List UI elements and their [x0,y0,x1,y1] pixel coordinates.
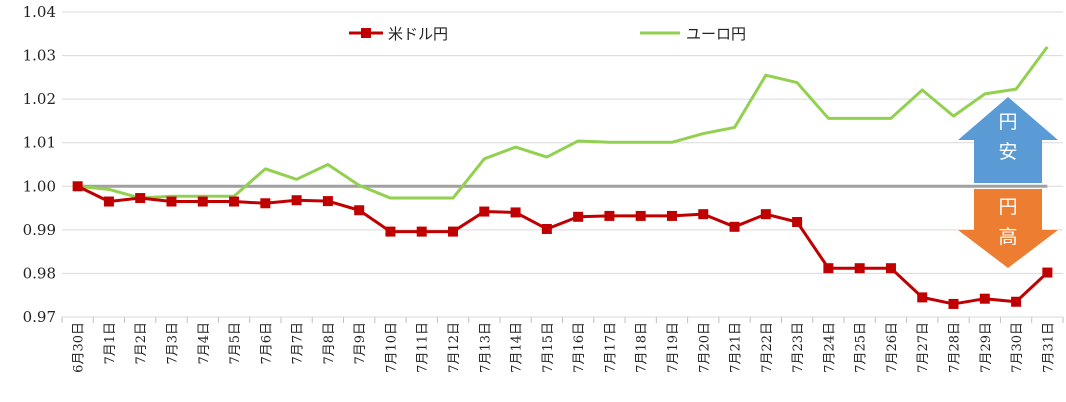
x-tick-label: 7月31日 [1041,322,1056,373]
x-tick-label: 7月24日 [822,322,837,373]
x-tick-label: 7月27日 [916,322,931,373]
x-tick-label: 7月2日 [134,322,149,365]
x-tick-label: 7月3日 [165,322,180,365]
data-point-usdjpy [666,210,677,221]
x-tick-label: 7月29日 [979,322,994,373]
data-point-usdjpy [448,226,459,237]
y-tick-label: 0.99 [23,221,56,239]
yen-strong-label-1: 円 [998,196,1017,218]
data-point-usdjpy [510,207,521,218]
data-point-usdjpy [573,211,584,222]
y-tick-label: 1.03 [23,47,56,65]
x-tick-label: 7月18日 [635,322,650,373]
x-axis: 6月30日 7月1日 7月2日 7月3日 7月4日 7月5日 7月6日 7月7日 7月8日 7月9… [61,316,1064,373]
x-tick-label: 7月12日 [447,322,462,373]
data-point-usdjpy [479,206,490,217]
data-point-usdjpy [229,196,240,207]
data-point-usdjpy [197,196,208,207]
gridlines [62,11,1063,318]
down-arrow-shape [958,189,1058,268]
data-point-usdjpy [854,263,865,274]
data-point-usdjpy [541,223,552,234]
series-usdjpy [72,181,1053,309]
x-tick-label: 7月16日 [572,322,587,373]
x-tick-label: 6月30日 [72,322,87,373]
legend-item-usdjpy: 米ドル円 [349,25,448,43]
data-point-usdjpy [823,263,834,274]
x-tick-label: 7月30日 [1010,322,1025,373]
series-line-usdjpy [76,184,1049,306]
y-tick-label: 1.02 [23,90,56,108]
x-tick-label: 7月25日 [854,322,869,373]
x-tick-label: 7月19日 [666,322,681,373]
data-point-usdjpy [979,293,990,304]
data-point-usdjpy [291,195,302,206]
yen-strong-label-2: 高 [998,226,1017,248]
legend-marker-usdjpy [361,28,371,38]
data-point-usdjpy [260,198,271,209]
yen-weak-label-1: 円 [998,111,1017,133]
data-point-usdjpy [1011,296,1022,307]
data-point-usdjpy [385,226,396,237]
data-point-usdjpy [166,196,177,207]
legend: 米ドル円 ユーロ円 [349,25,746,43]
x-tick-label: 7月4日 [197,322,212,365]
data-point-usdjpy [729,221,740,232]
x-tick-label: 7月13日 [478,322,493,373]
data-point-usdjpy [416,226,427,237]
data-point-usdjpy [72,181,83,192]
legend-label-usdjpy: 米ドル円 [388,25,448,43]
x-tick-label: 7月5日 [228,322,243,365]
x-tick-label: 7月17日 [603,322,618,373]
data-point-usdjpy [948,298,959,309]
y-tick-label: 0.97 [23,308,56,326]
data-point-usdjpy [354,205,365,216]
series-eurjpy [77,45,1049,200]
x-tick-label: 7月9日 [353,322,368,365]
x-tick-label: 7月15日 [541,322,556,373]
x-tick-label: 7月8日 [322,322,337,365]
legend-item-eurjpy: ユーロ円 [640,25,746,43]
yen-weak-arrow: 円 安 [958,97,1058,183]
data-point-usdjpy [135,193,146,204]
series-line-eurjpy [77,45,1049,200]
y-tick-label: 0.98 [23,264,56,282]
data-point-usdjpy [1042,267,1053,278]
legend-label-eurjpy: ユーロ円 [686,25,746,43]
x-tick-label: 7月11日 [416,322,431,373]
x-tick-label: 7月14日 [510,322,525,373]
x-tick-label: 7月22日 [760,322,775,373]
y-tick-label: 1.04 [23,3,56,21]
series-layer [72,45,1053,309]
x-tick-label: 7月21日 [729,322,744,373]
yen-strong-arrow: 円 高 [958,189,1058,268]
data-point-usdjpy [885,263,896,274]
x-tick-label: 7月7日 [291,322,306,365]
yen-weak-label-2: 安 [998,141,1017,163]
data-point-usdjpy [917,292,928,303]
data-point-usdjpy [604,210,615,221]
data-point-usdjpy [792,217,803,228]
data-point-usdjpy [760,209,771,220]
data-point-usdjpy [635,210,646,221]
y-tick-label: 1.01 [23,134,56,152]
x-tick-label: 7月10日 [384,322,399,373]
x-tick-label: 7月6日 [259,322,274,365]
x-tick-label: 7月23日 [791,322,806,373]
x-tick-label: 7月20日 [697,322,712,373]
x-tick-label: 7月26日 [885,322,900,373]
x-tick-label: 7月1日 [103,322,118,365]
data-point-usdjpy [322,196,333,207]
data-point-usdjpy [103,196,114,207]
x-tick-label: 7月28日 [948,322,963,373]
data-point-usdjpy [698,209,709,220]
y-axis: 0.97 0.98 0.99 1.00 1.01 1.02 1.03 1.04 [23,3,56,326]
y-tick-label: 1.00 [23,177,56,195]
up-arrow-shape [958,97,1058,183]
